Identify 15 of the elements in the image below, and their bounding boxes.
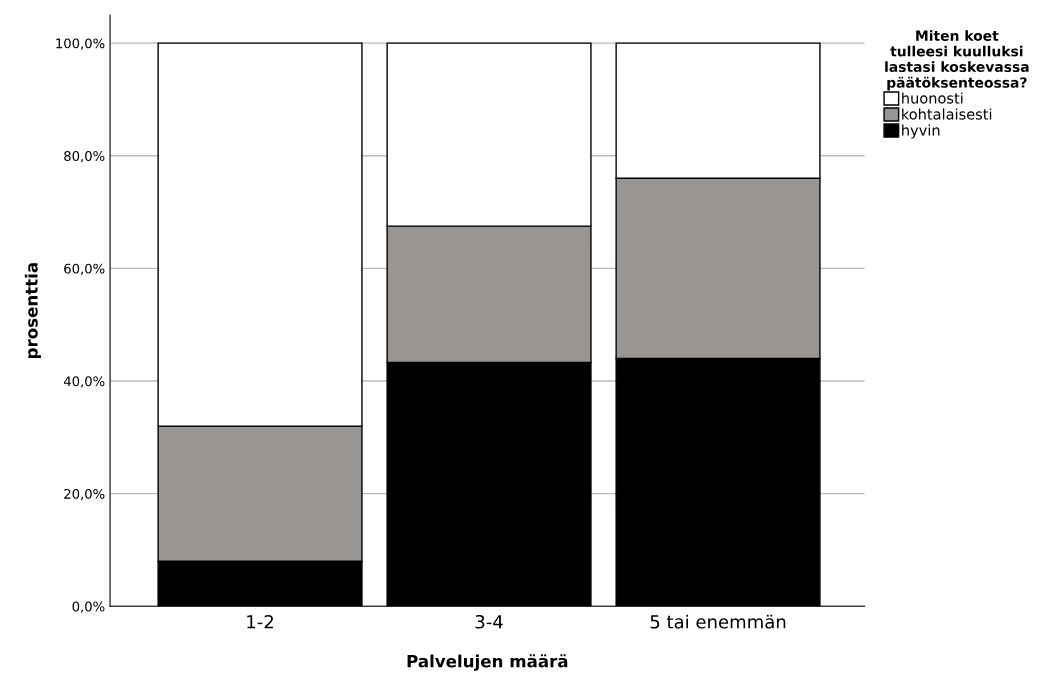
legend-label: huonosti [902,92,963,104]
y-tick-label: 100,0% [56,38,105,50]
x-tick-label: 1-2 [247,614,273,629]
legend-label: kohtalaisesti [902,108,992,120]
legend-label: hyvin [902,124,940,139]
y-tick-label: 60,0% [64,263,105,275]
legend-title: Miten koet tulleesi kuulluksi lastasi koskevassa päätöksenteossa? [885,30,1029,91]
x-tick-label: 3-4 [475,614,503,629]
y-tick-label: 0,0% [72,601,105,613]
x-tick-label: 5 tai enemmän [650,614,786,629]
y-tick-label: 80,0% [64,151,105,163]
y-axis-title: prosenttia [24,263,41,359]
y-tick-label: 20,0% [64,488,105,501]
y-tick-label: 40,0% [63,376,105,388]
x-axis-title: Palvelujen määrä [407,654,568,671]
